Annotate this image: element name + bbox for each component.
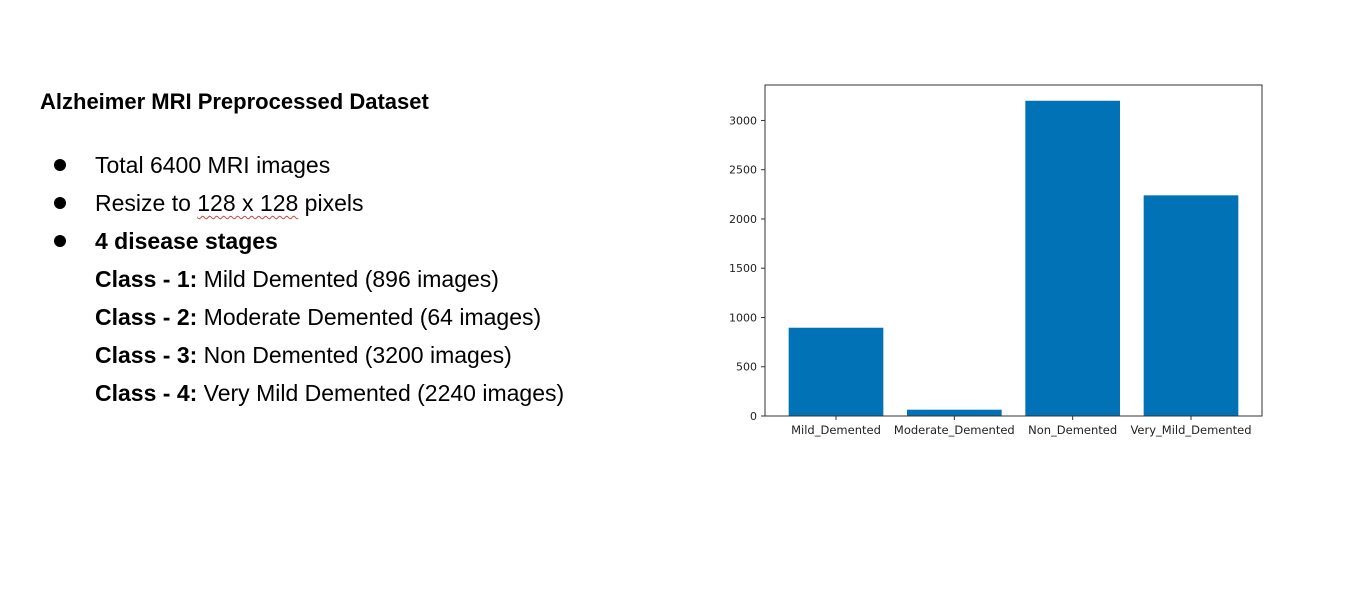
- class-label: Class - 2:: [95, 304, 198, 330]
- class-text: Moderate Demented (64 images): [197, 304, 542, 330]
- spellcheck-underlined-text: 128 x 128: [197, 190, 299, 216]
- y-tick-label: 1500: [729, 262, 757, 275]
- class-line-3: Class - 3: Non Demented (3200 images): [52, 338, 564, 376]
- bar-Non_Demented: [1025, 100, 1120, 416]
- bullet-list: Total 6400 MRI images Resize to 128 x 12…: [52, 148, 564, 414]
- bullet-text-after: pixels: [298, 190, 364, 216]
- x-tick-label: Moderate_Demented: [894, 423, 1015, 437]
- x-tick-label: Mild_Demented: [791, 423, 881, 437]
- bullet-dot-icon: [54, 197, 66, 209]
- bar-Mild_Demented: [788, 327, 884, 416]
- bullet-dot-icon: [54, 235, 66, 247]
- plot-frame: [764, 84, 1263, 417]
- x-tick-label: Non_Demented: [1028, 423, 1117, 437]
- class-line-2: Class - 2: Moderate Demented (64 images): [52, 300, 564, 338]
- class-line-1: Class - 1: Mild Demented (896 images): [52, 262, 564, 300]
- bar-Very_Mild_Demented: [1143, 195, 1239, 416]
- slide-title: Alzheimer MRI Preprocessed Dataset: [40, 89, 429, 114]
- bar-chart: 0 500 1000 1500 2000 2500 3000 Mild_Demented Mod…: [729, 84, 1263, 437]
- y-tick-label: 2500: [729, 164, 757, 177]
- class-label: Class - 4:: [95, 380, 198, 406]
- y-tick-label: 0: [750, 410, 757, 423]
- y-tick-label: 1000: [729, 311, 757, 324]
- y-tick-label: 500: [736, 361, 757, 374]
- bullet-text: Total 6400 MRI images: [95, 152, 331, 178]
- bullet-disease-stages: 4 disease stages: [52, 224, 564, 262]
- class-text: Mild Demented (896 images): [197, 266, 499, 292]
- bullet-text: 4 disease stages: [95, 228, 278, 254]
- bar-Moderate_Demented: [907, 409, 1002, 416]
- bullet-text-before: Resize to: [95, 190, 198, 216]
- class-text: Non Demented (3200 images): [197, 342, 512, 368]
- y-tick-label: 2000: [729, 213, 757, 226]
- class-label: Class - 3:: [95, 342, 198, 368]
- y-tick-label: 3000: [729, 114, 757, 127]
- class-line-4: Class - 4: Very Mild Demented (2240 imag…: [52, 376, 564, 414]
- x-tick-label: Very_Mild_Demented: [1130, 423, 1251, 437]
- bullet-dot-icon: [54, 159, 66, 171]
- bullet-resize: Resize to 128 x 128 pixels: [52, 186, 564, 224]
- bullet-total-images: Total 6400 MRI images: [52, 148, 564, 186]
- class-text: Very Mild Demented (2240 images): [197, 380, 565, 406]
- class-label: Class - 1:: [95, 266, 198, 292]
